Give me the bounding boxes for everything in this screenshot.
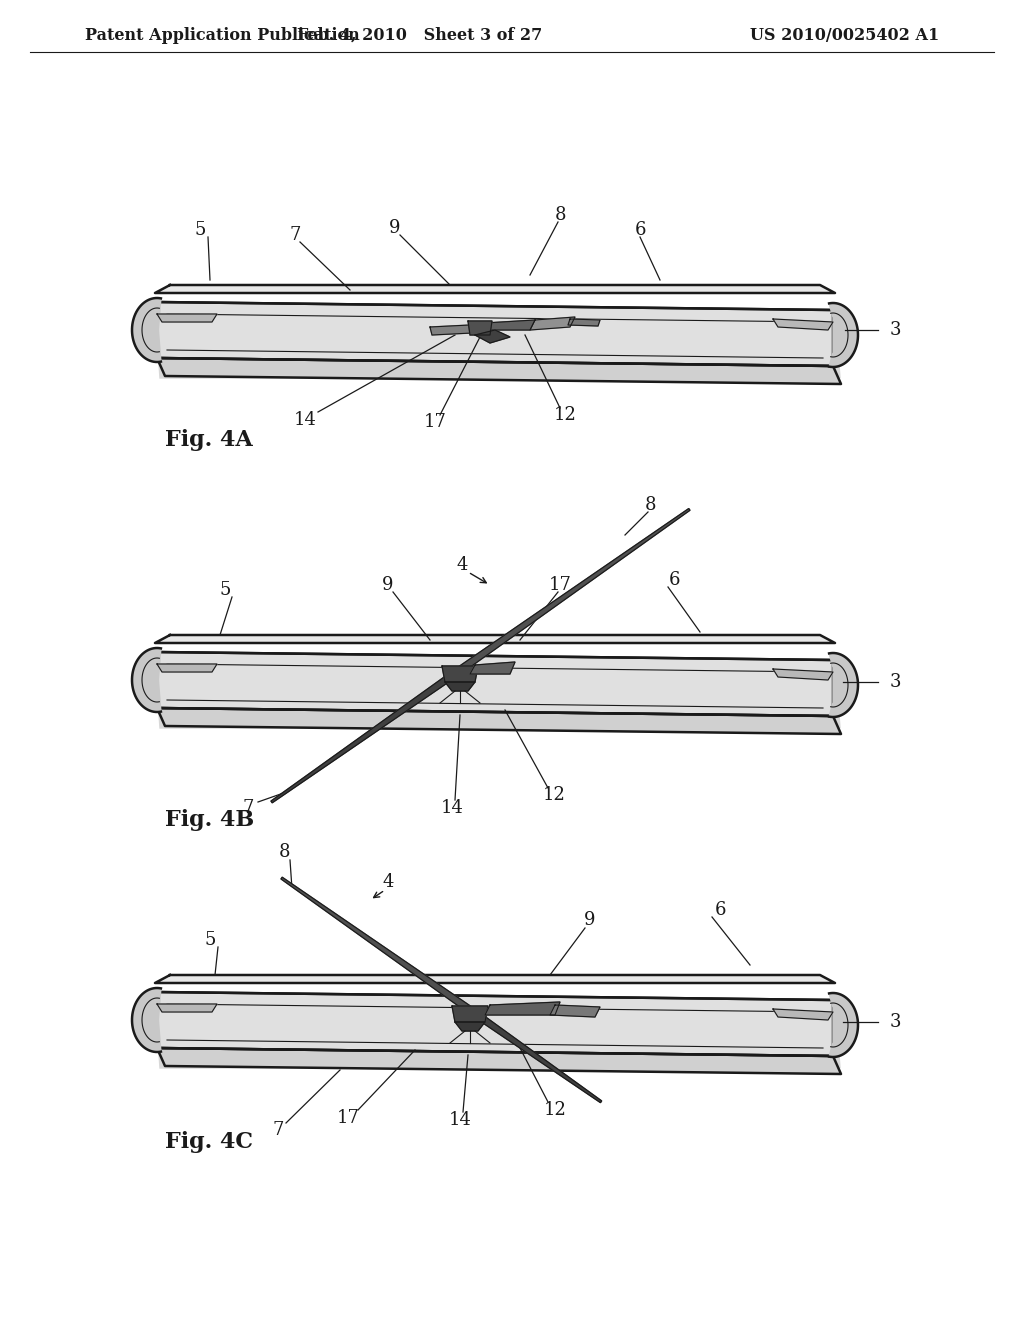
Polygon shape <box>468 321 492 335</box>
Text: 9: 9 <box>585 911 596 929</box>
Text: 3: 3 <box>889 673 901 690</box>
Polygon shape <box>485 1002 560 1015</box>
Polygon shape <box>157 302 833 366</box>
Text: 5: 5 <box>219 581 230 599</box>
Polygon shape <box>155 975 835 983</box>
Polygon shape <box>132 987 161 1052</box>
Polygon shape <box>430 325 472 335</box>
Polygon shape <box>468 1007 602 1102</box>
Text: Patent Application Publication: Patent Application Publication <box>85 26 359 44</box>
Polygon shape <box>132 298 161 362</box>
Text: 17: 17 <box>337 1109 359 1127</box>
Polygon shape <box>281 878 472 1012</box>
Text: 12: 12 <box>544 1101 566 1119</box>
Polygon shape <box>157 664 217 672</box>
Polygon shape <box>157 358 841 384</box>
Polygon shape <box>442 667 478 682</box>
Polygon shape <box>155 635 835 643</box>
Text: 5: 5 <box>205 931 216 949</box>
Polygon shape <box>550 1005 600 1016</box>
Text: 8: 8 <box>280 843 291 861</box>
Text: 7: 7 <box>243 799 254 817</box>
Polygon shape <box>773 1008 833 1020</box>
Text: US 2010/0025402 A1: US 2010/0025402 A1 <box>750 26 939 44</box>
Text: 3: 3 <box>889 321 901 339</box>
Text: 3: 3 <box>889 1012 901 1031</box>
Text: Feb. 4, 2010   Sheet 3 of 27: Feb. 4, 2010 Sheet 3 of 27 <box>297 26 543 44</box>
Polygon shape <box>568 319 600 326</box>
Polygon shape <box>155 1001 840 1068</box>
Text: 12: 12 <box>543 785 565 804</box>
Text: 5: 5 <box>195 220 206 239</box>
Text: 9: 9 <box>389 219 400 238</box>
Polygon shape <box>829 653 858 717</box>
Polygon shape <box>445 682 475 690</box>
Polygon shape <box>458 508 690 673</box>
Polygon shape <box>829 993 858 1057</box>
Polygon shape <box>157 314 217 322</box>
Polygon shape <box>271 667 462 803</box>
Text: 4: 4 <box>457 556 468 574</box>
Text: 9: 9 <box>382 576 394 594</box>
Polygon shape <box>829 304 858 367</box>
Text: 6: 6 <box>634 220 646 239</box>
Text: 6: 6 <box>670 572 681 589</box>
Text: Fig. 4B: Fig. 4B <box>165 809 254 832</box>
Text: 17: 17 <box>549 576 571 594</box>
Polygon shape <box>157 993 833 1056</box>
Polygon shape <box>155 310 840 378</box>
Polygon shape <box>455 1022 485 1031</box>
Text: 12: 12 <box>554 407 577 424</box>
Polygon shape <box>773 669 833 680</box>
Polygon shape <box>155 285 835 293</box>
Polygon shape <box>475 330 510 343</box>
Text: 14: 14 <box>294 411 316 429</box>
Text: 4: 4 <box>382 873 393 891</box>
Text: 14: 14 <box>449 1111 471 1129</box>
Polygon shape <box>530 317 575 330</box>
Text: 17: 17 <box>424 413 446 432</box>
Text: Fig. 4A: Fig. 4A <box>165 429 253 451</box>
Text: 7: 7 <box>290 226 301 244</box>
Polygon shape <box>470 663 515 675</box>
Polygon shape <box>157 652 833 715</box>
Text: 14: 14 <box>440 799 464 817</box>
Polygon shape <box>157 1048 841 1074</box>
Text: Fig. 4C: Fig. 4C <box>165 1131 253 1152</box>
Polygon shape <box>773 319 833 330</box>
Text: 8: 8 <box>554 206 565 224</box>
Polygon shape <box>155 660 840 729</box>
Polygon shape <box>157 1005 217 1012</box>
Polygon shape <box>452 1006 488 1022</box>
Text: 8: 8 <box>644 496 655 513</box>
Polygon shape <box>132 648 161 711</box>
Polygon shape <box>483 319 535 330</box>
Text: 6: 6 <box>715 902 726 919</box>
Polygon shape <box>157 708 841 734</box>
Text: 7: 7 <box>272 1121 284 1139</box>
